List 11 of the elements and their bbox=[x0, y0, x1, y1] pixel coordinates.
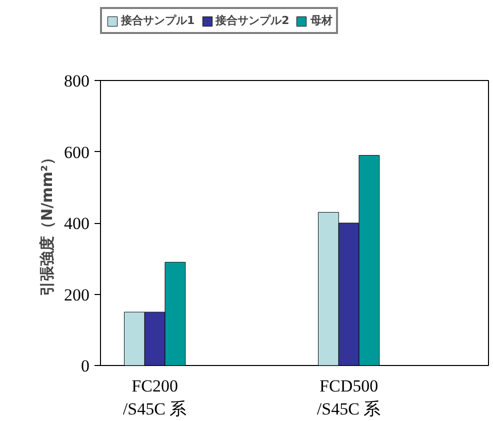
y-tick-label: 0 bbox=[81, 356, 90, 376]
y-tick-label: 600 bbox=[64, 142, 90, 162]
y-tick-label: 800 bbox=[64, 72, 90, 90]
legend-label: 母材 bbox=[310, 13, 332, 28]
y-axis-title: 引張強度（N/mm²） bbox=[38, 150, 56, 296]
x-tick-label: FCD500 /S45C 系 bbox=[316, 376, 381, 418]
legend-label: 接合サンプル2 bbox=[216, 13, 290, 28]
y-tick-label: 400 bbox=[64, 214, 90, 233]
legend-label: 接合サンプル1 bbox=[121, 13, 195, 28]
y-tick-label: 200 bbox=[64, 285, 90, 304]
x-tick-label: FC200 /S45C 系 bbox=[122, 376, 187, 418]
